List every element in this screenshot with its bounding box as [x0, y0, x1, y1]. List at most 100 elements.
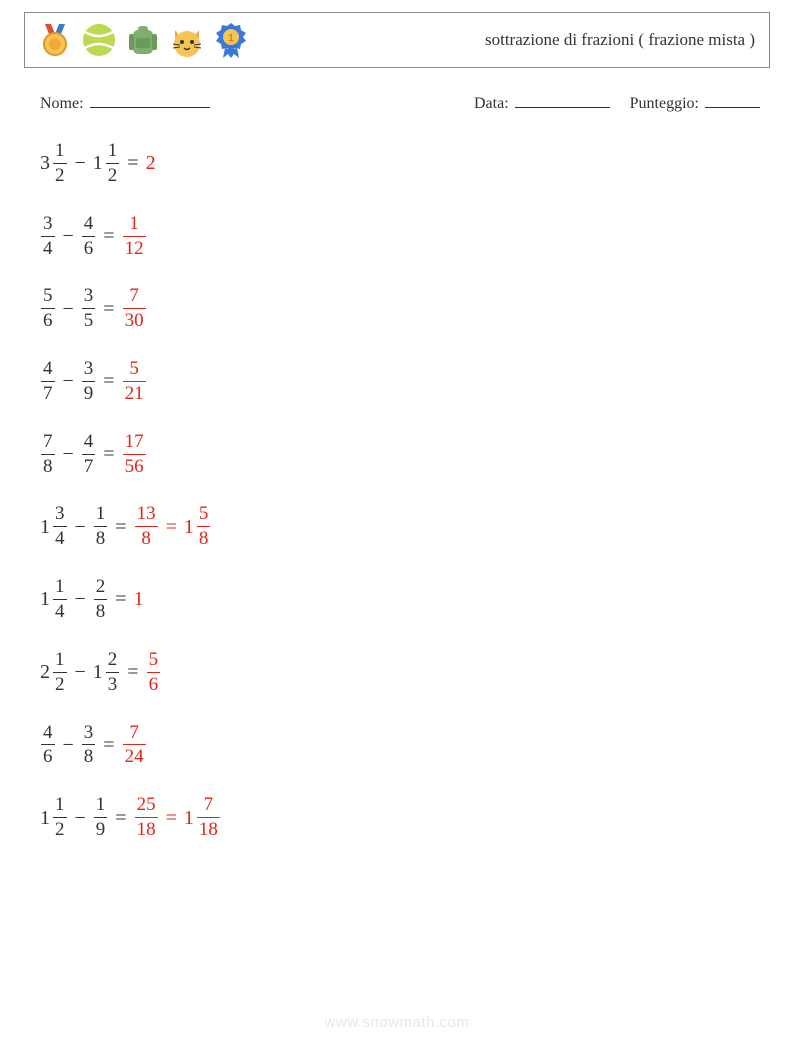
problem-row: 114−28=1	[40, 576, 221, 623]
date-field: Data:	[474, 90, 610, 113]
tennis-ball-icon	[79, 20, 119, 60]
numerator: 1	[53, 576, 67, 598]
denominator: 24	[123, 746, 146, 768]
minus-operator: −	[75, 517, 86, 537]
operand-fraction: 47	[41, 358, 55, 405]
numerator: 4	[41, 358, 55, 380]
fraction-bar	[94, 526, 108, 527]
answer-fraction: 112	[123, 213, 146, 260]
operand-fraction: 12	[53, 140, 67, 187]
numerator: 1	[53, 649, 67, 671]
fraction-bar	[41, 308, 55, 309]
fraction-bar	[147, 672, 161, 673]
fraction-bar	[53, 817, 67, 818]
equals-sign: =	[103, 735, 114, 755]
operand-whole: 1	[40, 517, 50, 537]
fraction-bar	[41, 744, 55, 745]
numerator: 7	[127, 722, 141, 744]
fraction-bar	[106, 672, 120, 673]
answer-fraction: 1756	[123, 431, 146, 478]
equals-sign: =	[115, 589, 126, 609]
problem-row: 56−35=730	[40, 285, 221, 332]
operand-fraction: 78	[41, 431, 55, 478]
numerator: 4	[41, 722, 55, 744]
fraction-bar	[123, 454, 146, 455]
score-field: Punteggio:	[630, 90, 760, 113]
answer-fraction: 58	[197, 503, 211, 550]
problem-row: 78−47=1756	[40, 431, 221, 478]
svg-text:1: 1	[228, 33, 234, 44]
denominator: 18	[197, 819, 220, 841]
fraction-bar	[123, 308, 146, 309]
operand-fraction: 39	[82, 358, 96, 405]
operand-fraction: 18	[94, 503, 108, 550]
cat-icon	[167, 20, 207, 60]
fraction-bar	[53, 672, 67, 673]
numerator: 5	[147, 649, 161, 671]
worksheet-title: sottrazione di frazioni ( frazione mista…	[485, 30, 755, 50]
numerator: 1	[53, 794, 67, 816]
operand-fraction: 46	[82, 213, 96, 260]
operand-fraction: 34	[53, 503, 67, 550]
answer-fraction: 2518	[135, 794, 158, 841]
denominator: 4	[41, 238, 55, 260]
numerator: 13	[135, 503, 158, 525]
numerator: 5	[127, 358, 141, 380]
header-box: 1 sottrazione di frazioni ( frazione mis…	[24, 12, 770, 68]
numerator: 7	[127, 285, 141, 307]
minus-operator: −	[75, 662, 86, 682]
denominator: 7	[41, 383, 55, 405]
operand-fraction: 38	[82, 722, 96, 769]
score-blank[interactable]	[705, 90, 760, 108]
equals-sign: =	[103, 299, 114, 319]
problem-row: 46−38 = 724	[40, 722, 221, 769]
fraction-bar	[53, 163, 67, 164]
backpack-icon	[123, 20, 163, 60]
denominator: 8	[41, 456, 55, 478]
numerator: 3	[53, 503, 67, 525]
operand-fraction: 47	[82, 431, 96, 478]
operand-whole: 1	[93, 153, 103, 173]
fraction-bar	[53, 599, 67, 600]
numerator: 3	[82, 285, 96, 307]
denominator: 21	[123, 383, 146, 405]
numerator: 3	[82, 358, 96, 380]
operand-fraction: 12	[53, 794, 67, 841]
name-blank[interactable]	[90, 90, 210, 108]
header-icons: 1	[35, 20, 251, 60]
minus-operator: −	[63, 735, 74, 755]
fraction-bar	[197, 526, 211, 527]
fraction-bar	[82, 308, 96, 309]
operand-whole: 1	[40, 808, 50, 828]
denominator: 6	[41, 746, 55, 768]
fraction-bar	[106, 163, 120, 164]
denominator: 5	[82, 310, 96, 332]
numerator: 1	[94, 503, 108, 525]
minus-operator: −	[63, 299, 74, 319]
fraction-bar	[82, 744, 96, 745]
answer-whole: 1	[184, 517, 194, 537]
operand-whole: 1	[93, 662, 103, 682]
problems-list: 312−112=234−46=11256−35=73047−39=52178−4…	[40, 140, 221, 841]
fraction-bar	[123, 744, 146, 745]
operand-whole: 1	[40, 589, 50, 609]
problem-row: 34−46=112	[40, 213, 221, 260]
minus-operator: −	[75, 589, 86, 609]
minus-operator: −	[63, 226, 74, 246]
fraction-bar	[123, 381, 146, 382]
answer-whole: 1	[184, 808, 194, 828]
numerator: 17	[123, 431, 146, 453]
fraction-bar	[197, 817, 220, 818]
denominator: 2	[53, 165, 67, 187]
denominator: 8	[82, 746, 96, 768]
denominator: 18	[135, 819, 158, 841]
operand-fraction: 14	[53, 576, 67, 623]
minus-operator: −	[63, 371, 74, 391]
fraction-bar	[53, 526, 67, 527]
numerator: 4	[82, 213, 96, 235]
denominator: 7	[82, 456, 96, 478]
operand-whole: 3	[40, 153, 50, 173]
equals-sign: =	[103, 226, 114, 246]
date-blank[interactable]	[515, 90, 610, 108]
fraction-bar	[41, 236, 55, 237]
